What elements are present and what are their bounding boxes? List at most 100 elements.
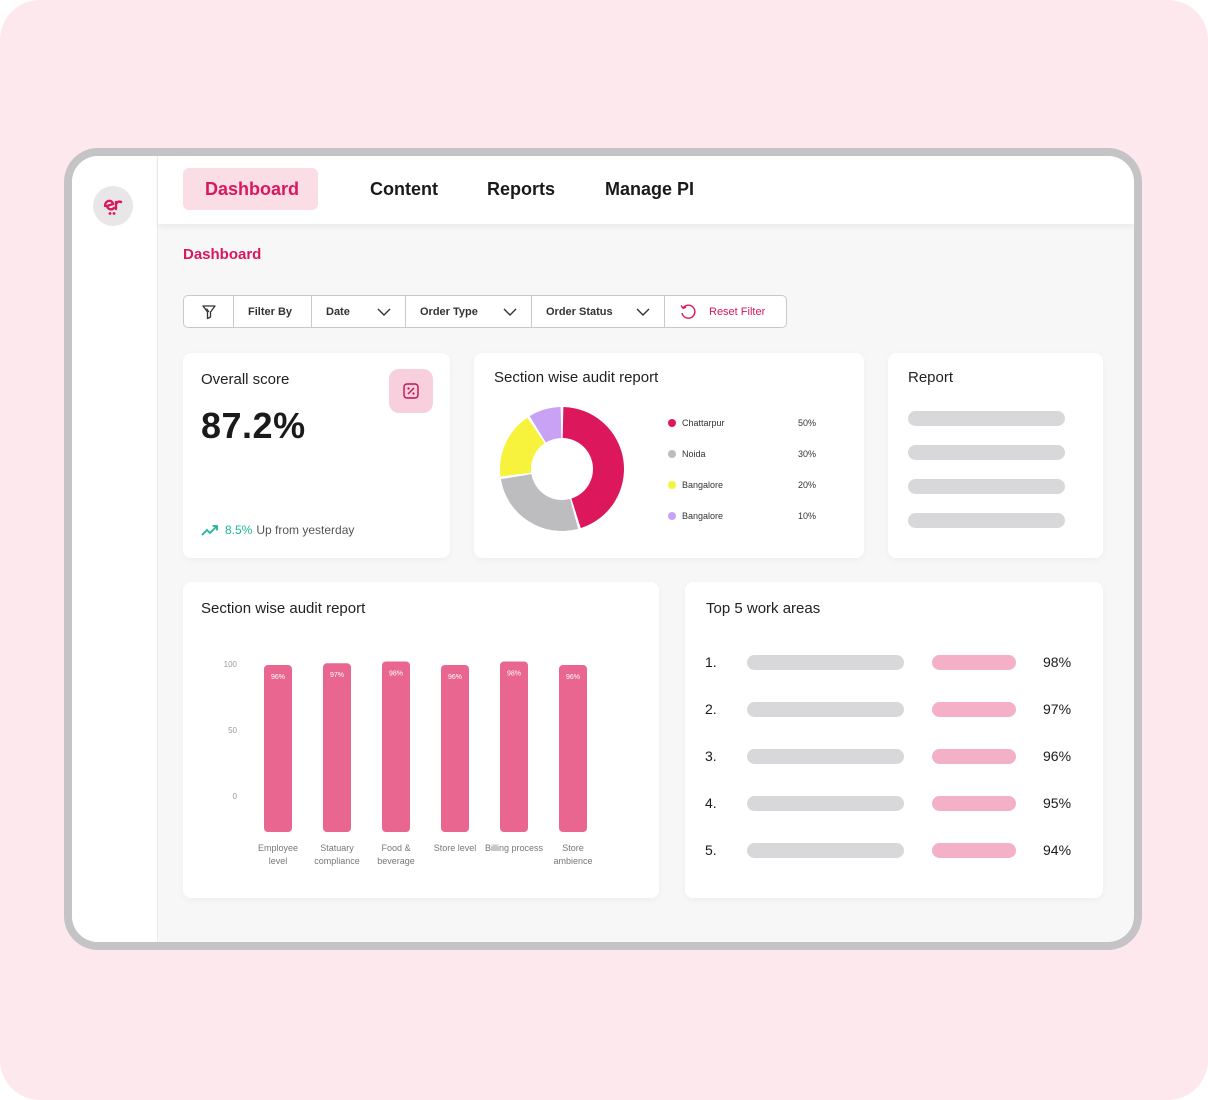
legend-label: Bangalore <box>682 480 724 490</box>
work-area-rank: 1. <box>705 654 717 670</box>
trend-up-icon <box>201 525 218 536</box>
legend-dot <box>668 419 676 427</box>
bar <box>559 664 587 832</box>
legend-value: 20% <box>798 480 817 490</box>
report-placeholder-line <box>908 513 1065 528</box>
bar-chart: 100 50 0 96% 97% 98% 96% 98% 96% <box>224 660 587 832</box>
nav-reports[interactable]: Reports <box>487 179 556 199</box>
report-placeholder-line <box>908 445 1065 460</box>
chevron-down-icon <box>377 308 391 316</box>
brand-logo[interactable] <box>93 186 133 226</box>
top-work-areas-card: Top 5 work areas 1. 98% 2. 97% 3. 96% 4. 95% 5. 9… <box>685 582 1103 898</box>
bar <box>382 661 410 832</box>
nav-dashboard[interactable]: Dashboard <box>183 168 318 210</box>
legend-dot <box>668 512 676 520</box>
bar-value-label: 98% <box>507 670 521 677</box>
donut-slice <box>529 407 562 443</box>
work-area-score-value: 94% <box>1043 842 1072 858</box>
bar-value-label: 96% <box>448 674 462 681</box>
work-area-score-value: 96% <box>1043 748 1072 764</box>
bar <box>323 663 351 832</box>
report-placeholder-line <box>908 479 1065 494</box>
work-area-rank: 3. <box>705 748 717 764</box>
chevron-down-icon <box>503 308 517 316</box>
x-tick-label: Food & beverage <box>377 843 415 866</box>
x-tick-label: Employee level <box>257 843 299 866</box>
work-area-name-placeholder <box>747 843 904 858</box>
donut-chart-card: Section wise audit report Chattarpur 50% N… <box>474 353 864 558</box>
legend-item: Bangalore 20% <box>668 480 818 490</box>
bar-value-label: 96% <box>271 674 285 681</box>
y-tick-label: 50 <box>228 726 237 735</box>
percent-icon <box>403 383 419 399</box>
bar-chart-card: Section wise audit report 100 50 0 96% 97% 98… <box>183 582 659 898</box>
y-tick-label: 100 <box>224 660 238 669</box>
score-trend: 8.5% Up from yesterday <box>201 523 354 537</box>
donut-slice <box>562 407 624 529</box>
logo-icon <box>103 199 123 215</box>
work-area-rank: 4. <box>705 795 717 811</box>
x-tick-label: Billing process <box>484 843 544 853</box>
legend-dot <box>668 450 676 458</box>
top-navigation: Dashboard Content Reports Manage PI <box>158 156 1134 224</box>
filter-bar: Filter By Date Order Type Order Status R… <box>183 295 787 328</box>
breadcrumb: Dashboard <box>183 246 262 263</box>
overall-score-title: Overall score <box>201 371 290 388</box>
work-area-score-bar <box>932 702 1016 717</box>
reset-filter-button[interactable]: Reset Filter <box>665 296 786 327</box>
donut-slice <box>500 474 579 531</box>
filter-by-label: Filter By <box>234 296 312 327</box>
report-placeholder-line <box>908 411 1065 426</box>
funnel-icon <box>201 304 216 319</box>
legend-dot <box>668 481 676 489</box>
report-title: Report <box>908 369 954 386</box>
order-type-label: Order Type <box>420 305 478 318</box>
percent-button[interactable] <box>389 369 433 413</box>
work-area-score-bar <box>932 749 1016 764</box>
work-area-name-placeholder <box>747 702 904 717</box>
bar <box>264 664 292 832</box>
date-dropdown-label: Date <box>326 305 350 318</box>
work-area-score-value: 97% <box>1043 701 1072 717</box>
y-tick-label: 0 <box>233 792 238 801</box>
trend-change-text: Up from yesterday <box>256 523 355 537</box>
x-tick-label: Statuary compliance <box>314 843 360 866</box>
work-area-name-placeholder <box>747 655 904 670</box>
legend-label: Bangalore <box>682 511 724 521</box>
legend-item: Chattarpur 50% <box>668 418 818 428</box>
app-screen: Dashboard Content Reports Manage PI Dash… <box>72 156 1134 942</box>
nav-manage-pi[interactable]: Manage PI <box>605 179 695 199</box>
tablet-frame: Dashboard Content Reports Manage PI Dash… <box>64 148 1142 950</box>
legend-label: Chattarpur <box>682 418 725 428</box>
order-type-dropdown[interactable]: Order Type <box>406 296 532 327</box>
work-area-name-placeholder <box>747 796 904 811</box>
legend-value: 50% <box>798 418 817 428</box>
work-area-score-bar <box>932 796 1016 811</box>
legend-item: Bangalore 10% <box>668 511 818 521</box>
bar <box>500 661 528 832</box>
work-area-score-value: 98% <box>1043 654 1072 670</box>
x-tick-label: Store level <box>433 843 477 853</box>
legend-label: Noida <box>682 449 706 459</box>
donut-chart <box>500 407 624 531</box>
work-area-rank: 2. <box>705 701 717 717</box>
bar-value-label: 97% <box>330 672 344 679</box>
nav-content[interactable]: Content <box>370 179 438 199</box>
work-area-score-value: 95% <box>1043 795 1072 811</box>
work-area-rank: 5. <box>705 842 717 858</box>
reset-filter-label: Reset Filter <box>709 305 766 318</box>
work-area-score-bar <box>932 843 1016 858</box>
overall-score-value: 87.2% <box>201 405 306 446</box>
order-status-label: Order Status <box>546 305 613 318</box>
chevron-down-icon <box>636 308 650 316</box>
x-tick-label: Store ambience <box>553 843 593 866</box>
order-status-dropdown[interactable]: Order Status <box>532 296 665 327</box>
bar <box>441 664 469 832</box>
date-dropdown[interactable]: Date <box>312 296 406 327</box>
bar-value-label: 96% <box>566 674 580 681</box>
reset-icon <box>680 303 696 319</box>
donut-chart-title: Section wise audit report <box>494 369 659 386</box>
filter-icon-button[interactable] <box>184 296 234 327</box>
work-area-score-bar <box>932 655 1016 670</box>
donut-slice <box>500 417 545 477</box>
